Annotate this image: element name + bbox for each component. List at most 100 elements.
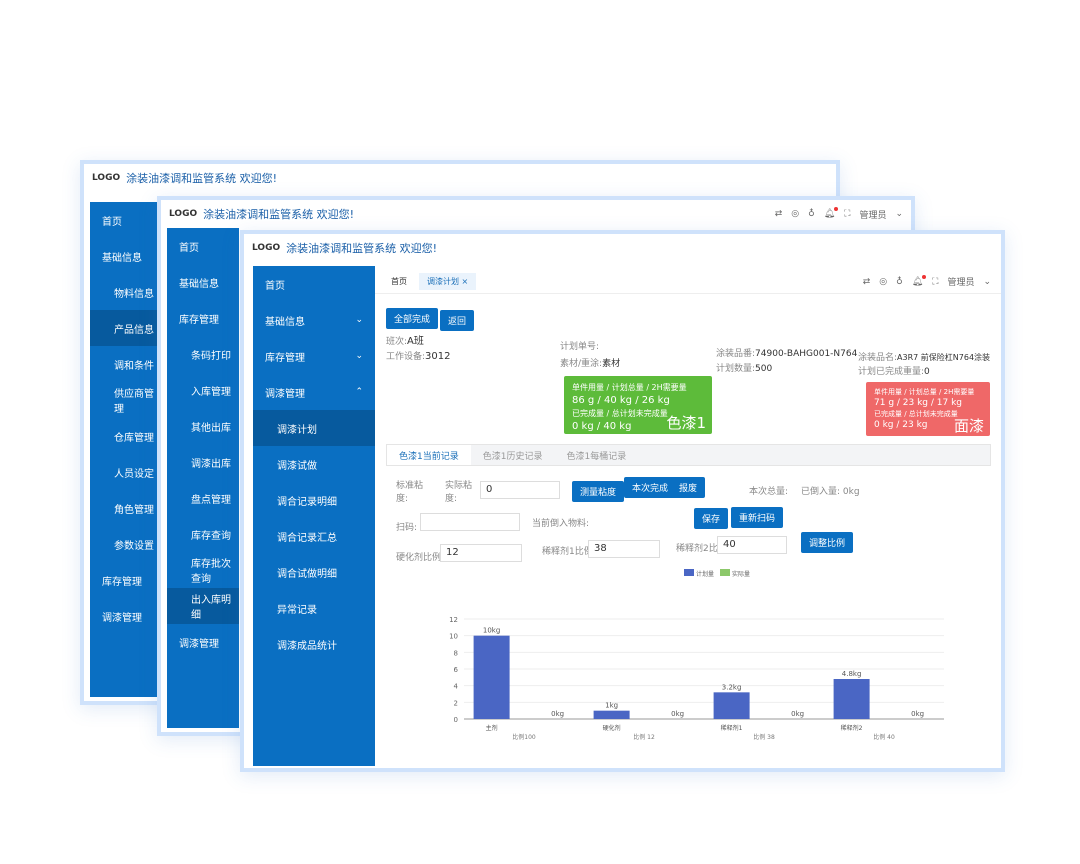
data-label: 10kg — [483, 627, 500, 635]
total-label: 本次总量: — [749, 487, 789, 497]
chevron-down-icon[interactable]: ⌄ — [895, 209, 903, 219]
plan-no-field: 计划单号: — [560, 339, 599, 352]
menu-inventory[interactable]: 库存管理 ⌄ — [253, 338, 375, 374]
translate-icon[interactable]: ⇄ — [862, 276, 871, 287]
menu-paint-mgmt[interactable]: 调漆管理 ⌃ — [253, 374, 375, 410]
bar — [473, 635, 510, 719]
bell-icon[interactable]: 🔔︎ — [823, 207, 839, 219]
menu-item[interactable]: 盘点管理 — [191, 494, 231, 506]
save-button[interactable]: 保存 — [694, 508, 729, 529]
adjust-ratio-button[interactable]: 调整比例 — [801, 532, 854, 553]
thinner1-ratio-input[interactable]: 38 — [588, 540, 660, 558]
menu-item[interactable]: 条码打印 — [191, 350, 231, 362]
menu-item[interactable]: 供应商管理 — [114, 389, 154, 415]
finish-button[interactable]: 本次完成 — [624, 477, 677, 498]
scrap-button[interactable]: 报废 — [671, 477, 706, 498]
legend-swatch — [684, 569, 694, 576]
back-button[interactable]: 返回 — [440, 310, 475, 331]
value: 500 — [755, 364, 773, 374]
card-header: 已完成量 / 总计划未完成量 — [874, 410, 958, 418]
menu-exceptions[interactable]: 异常记录 — [277, 604, 317, 616]
label: 计划已完成重量: — [858, 367, 925, 377]
close-icon[interactable]: × — [461, 277, 469, 286]
bell-icon[interactable]: 🔔︎ — [911, 274, 927, 287]
card-name: 面漆 — [953, 417, 984, 435]
menu-paint-plan[interactable]: 调漆计划 — [253, 410, 375, 446]
hardener-ratio-input[interactable]: 12 — [440, 544, 522, 562]
bar — [593, 710, 630, 719]
menu-item[interactable]: 调漆出库 — [191, 458, 231, 470]
target-icon[interactable]: ◎ — [791, 209, 800, 219]
toolbar: ⇄ ◎ ♁ 🔔︎ ⛶ 管理员 ⌄ — [862, 274, 991, 288]
menu-item[interactable]: 其他出库 — [191, 422, 231, 434]
user-menu[interactable]: 管理员 — [947, 278, 975, 288]
menu-item[interactable]: 入库管理 — [191, 386, 231, 398]
thinner2-ratio-input[interactable]: 40 — [717, 536, 787, 554]
data-label: 3.2kg — [722, 683, 742, 691]
value: 74900-BAHG001-N764 — [755, 349, 858, 359]
label: 涂装品名: — [858, 353, 898, 363]
tab-current-record[interactable]: 色漆1当前记录 — [387, 445, 471, 465]
shirt-icon[interactable]: ♁ — [808, 209, 815, 219]
data-label: 0kg — [911, 710, 924, 718]
menu-item[interactable]: 调和条件 — [114, 360, 154, 372]
act-viscosity-input[interactable]: 0 — [480, 481, 560, 499]
menu-item[interactable]: 参数设置 — [114, 540, 154, 552]
label: 班次: — [386, 337, 408, 347]
all-done-button[interactable]: 全部完成 — [386, 308, 439, 329]
shirt-icon[interactable]: ♁ — [896, 276, 903, 287]
card-header: 单件用量 / 计划总量 / 2H需要量 — [874, 388, 975, 396]
menu-item[interactable]: 调漆管理 — [102, 612, 142, 624]
tab-history-record[interactable]: 色漆1历史记录 — [482, 451, 543, 462]
card-color-paint[interactable]: 单件用量 / 计划总量 / 2H需要量 86 g / 40 kg / 26 kg … — [564, 376, 712, 434]
translate-icon[interactable]: ⇄ — [774, 209, 783, 219]
menu-item[interactable]: 调漆管理 — [179, 638, 219, 650]
menu-item[interactable]: 基础信息 — [102, 252, 142, 264]
y-tick-label: 12 — [449, 616, 458, 624]
card-top-coat[interactable]: 单件用量 / 计划总量 / 2H需要量 71 g / 23 kg / 17 kg … — [866, 382, 990, 436]
menu-paint-trial[interactable]: 调漆试做 — [277, 460, 317, 472]
menu-item[interactable]: 角色管理 — [114, 504, 154, 516]
menu-item[interactable]: 库存管理 — [102, 576, 142, 588]
menu-item[interactable]: 人员设定 — [114, 468, 154, 480]
fullscreen-icon[interactable]: ⛶ — [844, 209, 851, 219]
menu-product-stats[interactable]: 调漆成品统计 — [277, 640, 337, 652]
ratio-label: 比例100 — [512, 733, 536, 741]
measure-viscosity-button[interactable]: 测量粘度 — [572, 481, 625, 502]
menu-item[interactable]: 首页 — [102, 216, 122, 228]
tab-paint-plan[interactable]: 调漆计划 × — [419, 273, 477, 290]
rescan-button[interactable]: 重新扫码 — [731, 507, 784, 528]
menu-trial-detail[interactable]: 调合试做明细 — [277, 568, 337, 580]
fullscreen-icon[interactable]: ⛶ — [932, 276, 939, 287]
menu-item[interactable]: 首页 — [179, 242, 199, 254]
menu-home[interactable]: 首页 — [253, 266, 375, 302]
title-bar: LOGO 涂装油漆调和监管系统 欢迎您! — [84, 164, 836, 192]
label: 素材/重涂: — [560, 359, 603, 369]
menu-basic-info[interactable]: 基础信息 ⌄ — [253, 302, 375, 338]
menu-item[interactable]: 产品信息 — [90, 310, 162, 346]
device-field: 工作设备:3012 — [386, 349, 451, 362]
legend-label: 计划量 — [696, 570, 714, 578]
chevron-down-icon[interactable]: ⌄ — [983, 276, 991, 287]
user-menu[interactable]: 管理员 — [859, 210, 887, 221]
menu-item[interactable]: 仓库管理 — [114, 432, 154, 444]
menu-item[interactable]: 基础信息 — [179, 278, 219, 290]
y-tick-label: 2 — [454, 699, 458, 707]
app-title: 涂装油漆调和监管系统 欢迎您! — [286, 242, 438, 255]
target-icon[interactable]: ◎ — [879, 276, 888, 287]
menu-mix-detail[interactable]: 调合记录明细 — [277, 496, 337, 508]
scan-input[interactable] — [420, 513, 520, 531]
menu-item[interactable]: 库存批次查询 — [191, 559, 231, 585]
hardener-ratio-label: 硬化剂比例 — [396, 553, 442, 563]
tab-bucket-record[interactable]: 色漆1每桶记录 — [566, 451, 627, 462]
plan-qty-field: 计划数量:500 — [716, 361, 772, 374]
menu-item[interactable]: 库存查询 — [191, 530, 231, 542]
menu-mix-summary[interactable]: 调合记录汇总 — [277, 532, 337, 544]
menu-item[interactable]: 库存管理 — [179, 314, 219, 326]
toolbar: ⇄ ◎ ♁ 🔔︎ ⛶ 管理员 ⌄ — [774, 207, 903, 221]
menu-label: 库存管理 — [265, 352, 305, 364]
logo: LOGO — [169, 209, 198, 219]
tab-home[interactable]: 首页 — [391, 277, 407, 286]
menu-item[interactable]: 物料信息 — [114, 288, 154, 300]
menu-item[interactable]: 出入库明细 — [167, 588, 239, 624]
